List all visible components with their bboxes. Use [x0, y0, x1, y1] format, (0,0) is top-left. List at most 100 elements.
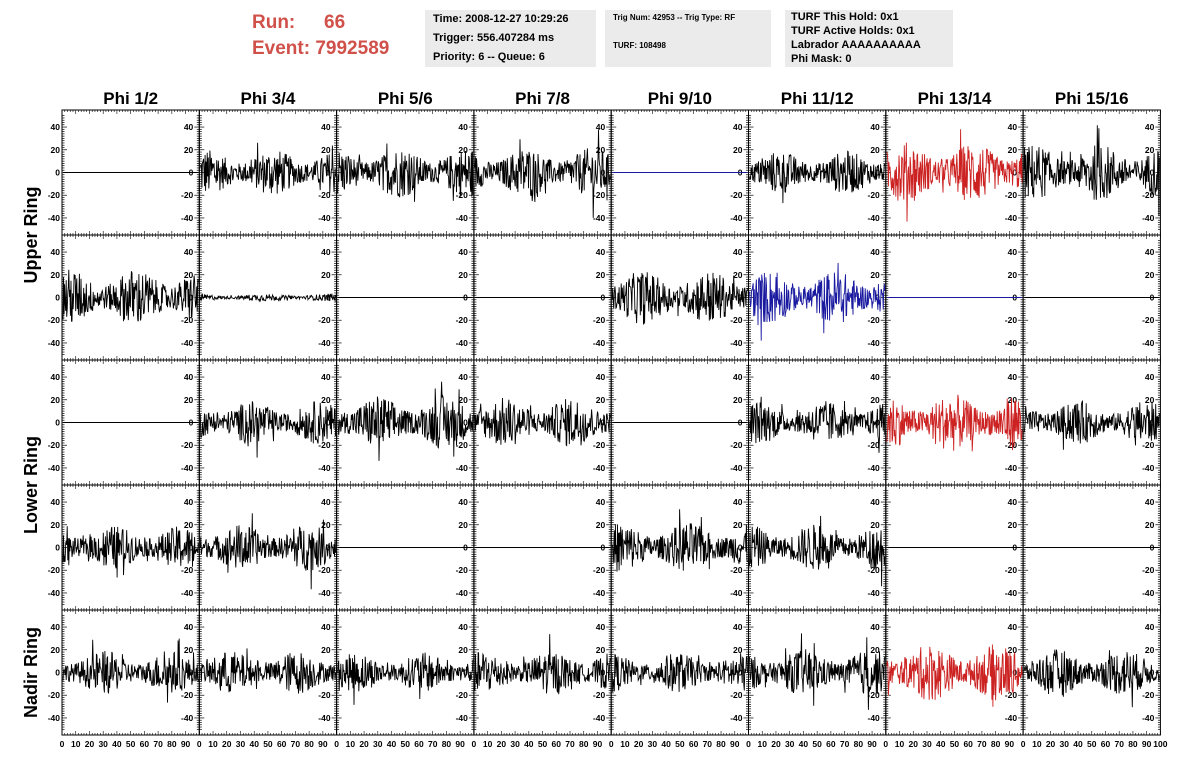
waveform-trace	[886, 129, 1023, 222]
y-tick-label: -20	[1005, 190, 1018, 200]
y-tick-label: 20	[596, 145, 606, 155]
run-event-box: Run: 66 Event: 7992589	[252, 10, 389, 62]
y-tick-label: -20	[593, 440, 606, 450]
waveform-trace	[749, 396, 886, 453]
y-tick-label: -20	[593, 315, 606, 325]
y-tick-label: -20	[48, 190, 61, 200]
y-tick-label: 20	[733, 145, 743, 155]
y-tick-label: 20	[870, 270, 880, 280]
y-tick-label: 20	[321, 395, 331, 405]
priority-text: Priority: 6 -- Queue: 6	[433, 48, 596, 67]
y-tick-label: -40	[730, 338, 743, 348]
y-tick-label: -20	[868, 440, 881, 450]
waveform-trace	[337, 381, 474, 461]
ring-title: Lower Ring	[21, 436, 41, 534]
y-tick-label: -20	[456, 190, 469, 200]
y-tick-label: -40	[1005, 463, 1018, 473]
y-tick-label: -20	[318, 315, 331, 325]
phi-column-title: Phi 5/6	[378, 89, 433, 108]
trig-num-text: Trig Num: 42953 -- Trig Type: RF	[613, 13, 735, 22]
y-tick-label: -40	[181, 338, 194, 348]
y-tick-label: 40	[1145, 122, 1155, 132]
y-tick-label: -20	[868, 190, 881, 200]
phi-column-title: Phi 13/14	[918, 89, 992, 108]
waveform-trace	[749, 150, 886, 204]
y-tick-label: 20	[321, 145, 331, 155]
y-tick-label: -20	[456, 440, 469, 450]
y-tick-label: -40	[456, 213, 469, 223]
y-tick-label: 40	[1008, 122, 1018, 132]
y-tick-label: -40	[730, 213, 743, 223]
run-label: Run:	[252, 10, 324, 36]
y-tick-label: 20	[458, 270, 468, 280]
y-tick-label: 20	[1145, 270, 1155, 280]
waveform-trace	[611, 272, 748, 325]
y-tick-label: -40	[456, 338, 469, 348]
y-tick-label: -40	[318, 338, 331, 348]
y-tick-label: 20	[184, 395, 194, 405]
y-tick-label: -20	[181, 190, 194, 200]
y-tick-label: -40	[181, 463, 194, 473]
y-tick-label: 20	[458, 395, 468, 405]
y-tick-label: -20	[730, 440, 743, 450]
y-tick-label: -40	[868, 213, 881, 223]
y-tick-label: -40	[48, 338, 61, 348]
event-label: Event:	[252, 38, 310, 59]
y-tick-label: 0	[326, 418, 331, 428]
y-tick-label: 40	[458, 247, 468, 257]
y-tick-label: 40	[51, 247, 61, 257]
labrador-text: Labrador AAAAAAAAAA	[791, 38, 953, 52]
y-tick-label: 40	[733, 122, 743, 132]
y-tick-label: 40	[321, 247, 331, 257]
y-tick-label: -40	[1005, 338, 1018, 348]
waveform-trace	[199, 293, 337, 303]
y-tick-label: 0	[875, 293, 880, 303]
y-tick-label: 40	[184, 247, 194, 257]
phi-column-title: Phi 11/12	[781, 89, 854, 108]
y-tick-label: 20	[458, 145, 468, 155]
y-tick-label: 40	[870, 372, 880, 382]
y-tick-label: -20	[1142, 190, 1155, 200]
phi-column-title: Phi 9/10	[648, 89, 712, 108]
y-tick-label: 0	[55, 418, 60, 428]
y-tick-label: -20	[456, 315, 469, 325]
y-tick-label: 40	[596, 122, 606, 132]
y-tick-label: 40	[1008, 372, 1018, 382]
y-tick-label: -20	[1142, 315, 1155, 325]
waveform-trace	[474, 129, 611, 218]
y-tick-label: 20	[51, 395, 61, 405]
y-tick-label: 20	[733, 395, 743, 405]
waveform-trace	[62, 269, 199, 322]
y-tick-label: -40	[456, 463, 469, 473]
y-tick-label: 40	[1145, 247, 1155, 257]
y-tick-label: -40	[593, 213, 606, 223]
y-tick-label: -40	[1005, 213, 1018, 223]
y-tick-label: 40	[596, 247, 606, 257]
y-tick-label: -20	[181, 440, 194, 450]
y-tick-label: 20	[596, 270, 606, 280]
trigger-text: Trigger: 556.407284 ms	[433, 29, 596, 48]
y-tick-label: -40	[730, 463, 743, 473]
y-tick-label: 20	[184, 270, 194, 280]
y-tick-label: -20	[593, 190, 606, 200]
y-tick-label: 40	[733, 372, 743, 382]
waveform-trace	[474, 397, 611, 447]
waveform-trace	[337, 143, 474, 202]
turf-this-hold-text: TURF This Hold: 0x1	[791, 10, 953, 24]
y-tick-label: 40	[870, 247, 880, 257]
y-tick-label: -40	[593, 463, 606, 473]
y-tick-label: 40	[184, 122, 194, 132]
y-tick-label: 20	[51, 270, 61, 280]
y-tick-label: 40	[596, 372, 606, 382]
y-tick-label: -20	[1005, 315, 1018, 325]
phi-column-title: Phi 1/2	[103, 89, 158, 108]
y-tick-label: 20	[1008, 395, 1018, 405]
phi-column-title: Phi 3/4	[241, 89, 296, 108]
y-tick-label: -20	[868, 315, 881, 325]
y-tick-label: 0	[326, 293, 331, 303]
y-tick-label: 20	[1008, 145, 1018, 155]
panel-frame	[1022, 109, 1161, 236]
y-tick-label: -40	[1142, 213, 1155, 223]
y-tick-label: -20	[181, 315, 194, 325]
